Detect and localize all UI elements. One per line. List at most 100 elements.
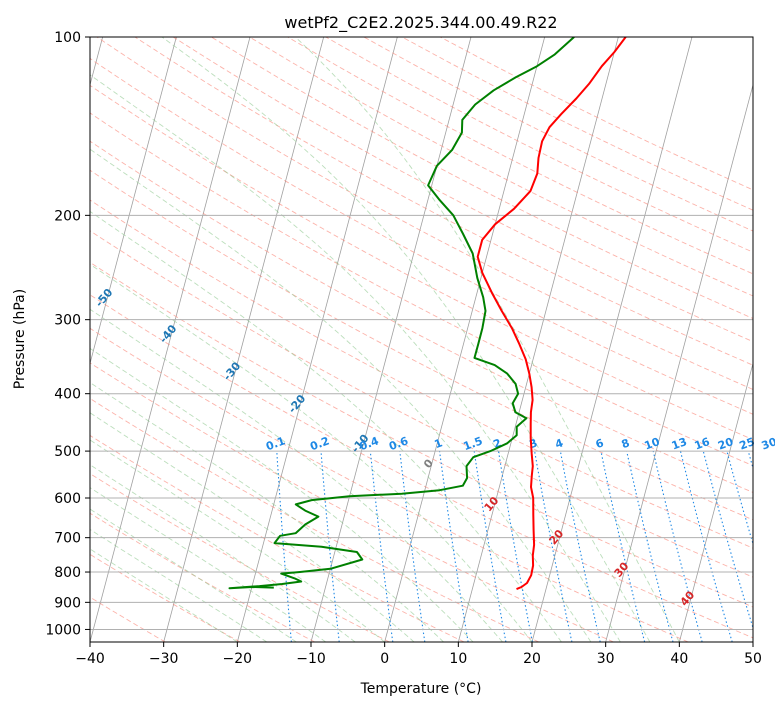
x-axis: −40 −30 −20 −10 0 10 20 30 40 50 — [75, 642, 762, 667]
isotherm-line — [90, 37, 251, 642]
mixing-ratio-label: 0.2 — [308, 434, 331, 453]
isotherm-line — [310, 37, 472, 642]
isotherm-label: 20 — [547, 527, 567, 547]
moist-adiabat-line — [90, 74, 621, 642]
dry-adiabat-line — [90, 512, 315, 642]
series-layer — [228, 37, 627, 591]
y-tick-label: 400 — [54, 387, 81, 403]
mixing-ratio-line — [600, 450, 646, 642]
x-tick-label: 50 — [744, 651, 762, 667]
isotherm-line — [457, 37, 619, 642]
mixing-ratio-label: 1.5 — [462, 434, 485, 453]
dry-adiabat-line — [90, 327, 689, 642]
x-tick-label: 20 — [523, 651, 541, 667]
moist-adiabat-line — [90, 263, 533, 642]
moist-adiabat-line — [90, 464, 356, 642]
mixing-ratio-label: 6 — [594, 436, 606, 451]
x-tick-label: −20 — [223, 651, 253, 667]
dry-adiabat-line — [90, 140, 753, 493]
moist-adiabat-line — [90, 528, 268, 642]
mixing-ratio-line — [559, 451, 601, 642]
x-tick-label: 40 — [670, 651, 688, 667]
isotherm-line — [384, 37, 546, 642]
isotherm-label: -30 — [221, 359, 244, 383]
moist-adiabat-line — [90, 487, 326, 642]
isotherm-line — [236, 37, 398, 642]
mixing-ratio-label: 8 — [620, 436, 632, 451]
dry-adiabat-line — [90, 199, 753, 549]
mixing-ratio-label: 2 — [491, 436, 503, 451]
y-tick-label: 200 — [54, 208, 81, 224]
dry-adiabat-line — [363, 37, 753, 232]
x-axis-label: Temperature (°C) — [360, 681, 482, 697]
dry-adiabat-line — [90, 362, 614, 642]
dry-adiabat-line — [90, 112, 753, 467]
x-tick-label: −30 — [149, 651, 179, 667]
mixing-ratio-line — [626, 450, 674, 642]
y-tick-label: 1000 — [45, 622, 81, 638]
dry-adiabat-line — [90, 261, 753, 608]
mixing-ratio-line — [726, 450, 753, 546]
y-tick-label: 300 — [54, 313, 81, 329]
isotherm-line — [163, 37, 325, 642]
mixing-ratio-label: 20 — [716, 435, 735, 453]
y-tick-label: 600 — [54, 491, 81, 507]
mixing-ratio-line — [497, 451, 533, 642]
mixing-ratio-label: 0.4 — [358, 434, 381, 453]
moist-adiabat-line — [90, 508, 297, 642]
mixing-ratio-label: 13 — [670, 435, 689, 452]
dry-adiabat-line — [134, 37, 753, 366]
mixing-ratio-label: 0.6 — [387, 434, 410, 453]
mixing-ratio-line — [652, 450, 703, 642]
dry-adiabat-line — [90, 84, 753, 441]
mixing-ratio-label: 25 — [738, 435, 757, 452]
isotherm-label: 40 — [678, 588, 698, 608]
mixing-ratio-line — [702, 450, 753, 630]
isotherm-line — [752, 640, 753, 642]
moist-adiabat-line — [90, 439, 385, 642]
moist-adiabat-line — [90, 347, 474, 642]
isotherm-label: 30 — [612, 559, 632, 579]
dry-adiabat-line — [90, 294, 753, 639]
y-tick-label: 100 — [54, 30, 81, 46]
mixing-ratio-label: 16 — [693, 435, 712, 453]
plot-frame — [89, 36, 754, 643]
x-tick-label: 10 — [449, 651, 467, 667]
dry-adiabat-line — [90, 230, 753, 578]
mixing-ratio-label: 1 — [433, 436, 445, 451]
dry-adiabat-line — [96, 37, 753, 390]
dry-adiabat-line — [90, 553, 241, 642]
x-tick-label: 0 — [380, 651, 389, 667]
y-tick-label: 700 — [54, 531, 81, 547]
isotherm-label: -60 — [32, 236, 55, 260]
moist-adiabat-line — [161, 37, 651, 642]
mixing-ratio-line — [276, 451, 292, 642]
dry-adiabat-line — [90, 596, 166, 642]
isotherm-label: -40 — [157, 322, 180, 346]
mixing-ratio-labels: 0.10.20.40.611.52346810131620253036 — [264, 434, 775, 453]
dry-adiabat-line — [401, 37, 753, 211]
mixing-ratio-line — [747, 450, 753, 471]
temperature-profile-line — [476, 37, 627, 591]
chart-title: wetPf2_C2E2.2025.344.00.49.R22 — [284, 13, 557, 33]
dry-adiabat-line — [172, 37, 753, 343]
mixing-ratio-label: 3 — [528, 436, 540, 451]
mixing-ratio-line — [534, 451, 573, 642]
isotherm-label: 0 — [421, 456, 436, 470]
x-tick-label: −10 — [296, 651, 326, 667]
x-tick-label: 30 — [597, 651, 615, 667]
mixing-ratio-line — [770, 451, 775, 642]
isotherm-line — [678, 361, 753, 642]
isotherm-line — [605, 83, 753, 642]
mixing-ratio-line — [320, 451, 340, 642]
y-tick-label: 500 — [54, 444, 81, 460]
moist-adiabat-line — [90, 412, 415, 642]
dry-adiabat-line — [90, 169, 753, 521]
moist-adiabat-line — [90, 148, 592, 642]
dry-adiabat-line — [90, 57, 753, 415]
isotherm-line — [90, 37, 177, 366]
dewpoint-profile-line — [228, 37, 575, 590]
pressure-grid — [90, 37, 753, 630]
moist-adiabat-line — [90, 548, 238, 642]
